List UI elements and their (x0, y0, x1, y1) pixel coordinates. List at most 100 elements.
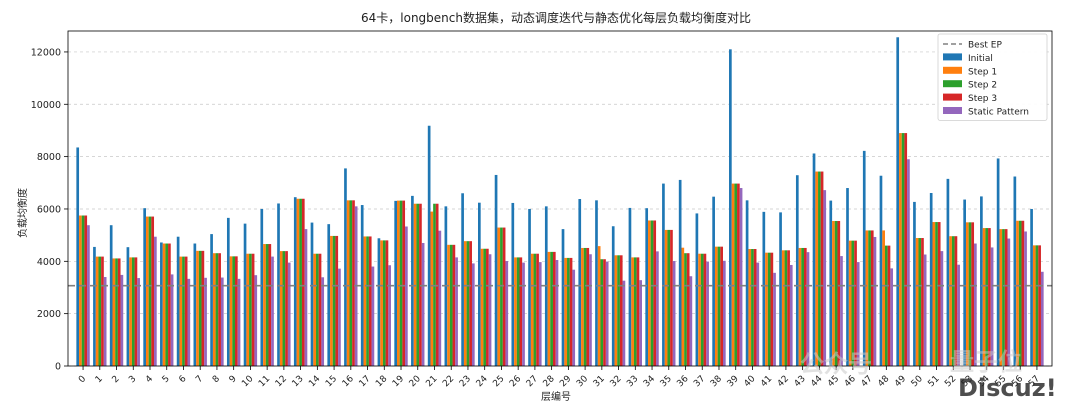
bar-initial (310, 222, 314, 366)
bar-step-3 (753, 249, 757, 366)
bar-static-pattern (572, 269, 576, 366)
bar-initial (829, 200, 833, 366)
x-tick-label: 13 (291, 374, 306, 389)
x-tick-label: 0 (77, 374, 88, 385)
watermark-name: 量子位 (950, 348, 1022, 376)
bar-initial (293, 197, 297, 366)
plot-frame (67, 30, 1053, 367)
bar-initial (628, 207, 632, 366)
bar-static-pattern (723, 260, 726, 366)
bar-initial (846, 188, 849, 366)
bar-step-2 (349, 200, 353, 366)
bar-step-3 (737, 183, 740, 366)
bar-step-2 (165, 243, 169, 366)
bar-initial (695, 213, 699, 366)
bar-step-3 (921, 238, 924, 366)
bar-step-1 (882, 230, 885, 366)
bar-step-1 (681, 247, 685, 366)
x-tick-label: 32 (609, 374, 624, 389)
bar-step-2 (466, 241, 470, 366)
x-tick-label: 22 (441, 374, 456, 389)
bar-step-1 (162, 243, 166, 366)
bar-step-1 (631, 257, 634, 366)
bar-step-3 (301, 198, 305, 366)
bar-step-3 (686, 253, 690, 366)
bar-step-3 (536, 253, 539, 366)
bar-step-1 (815, 171, 819, 366)
bar-static-pattern (806, 252, 810, 366)
bar-step-2 (81, 215, 85, 366)
bar-static-pattern (639, 280, 642, 366)
bar-step-2 (1035, 245, 1039, 366)
y-tick-label: 8000 (37, 152, 61, 163)
bar-static-pattern (555, 260, 559, 366)
x-tick-label: 28 (542, 374, 557, 389)
bar-static-pattern (622, 280, 626, 366)
bar-initial (896, 37, 900, 366)
bar-step-3 (670, 229, 673, 366)
bar-initial (1030, 208, 1033, 366)
bar-step-1 (263, 244, 266, 366)
bar-step-3 (820, 171, 824, 366)
bar-step-2 (148, 216, 152, 366)
x-tick-label: 5 (161, 374, 172, 385)
bar-initial (260, 208, 264, 366)
bar-step-1 (313, 253, 317, 366)
bar-step-3 (937, 222, 941, 366)
x-tick-label: 17 (358, 374, 373, 389)
bar-step-1 (480, 248, 484, 366)
bar-step-3 (151, 216, 155, 366)
bar-step-2 (951, 236, 955, 366)
y-axis-label: 负载均衡度 (16, 188, 29, 238)
bar-initial (427, 125, 431, 367)
bar-step-3 (502, 227, 506, 366)
bar-step-2 (483, 248, 487, 366)
bar-static-pattern (856, 262, 860, 366)
bar-step-2 (516, 257, 520, 366)
bar-step-2 (617, 255, 620, 366)
x-tick-label: 34 (642, 374, 657, 389)
bar-static-pattern (338, 268, 341, 366)
bar-initial (929, 193, 933, 366)
bar-step-1 (212, 253, 216, 366)
bar-step-2 (901, 133, 905, 366)
bar-static-pattern (371, 266, 375, 366)
bar-initial (193, 243, 197, 366)
bar-initial (160, 242, 163, 366)
bar-step-3 (870, 230, 874, 366)
bar-step-3 (402, 200, 406, 366)
legend-label: Step 1 (968, 67, 997, 77)
bar-initial (812, 153, 816, 366)
bar-step-2 (734, 183, 738, 366)
bar-initial (595, 200, 598, 366)
bar-step-3 (1021, 220, 1025, 366)
bar-step-2 (751, 249, 754, 366)
bar-step-2 (382, 240, 386, 367)
bar-static-pattern (990, 247, 994, 366)
bar-static-pattern (890, 268, 894, 366)
bar-step-3 (452, 244, 456, 366)
bar-static-pattern (940, 251, 944, 366)
bar-initial (678, 179, 682, 366)
x-tick-label: 12 (274, 374, 289, 389)
bar-step-2 (1002, 229, 1005, 366)
bar-static-pattern (706, 261, 709, 366)
bar-step-1 (848, 240, 852, 366)
bar-initial (779, 212, 782, 366)
bar-step-3 (803, 247, 807, 366)
x-tick-label: 8 (211, 374, 222, 385)
bar-initial (143, 208, 146, 366)
bar-step-1 (447, 244, 450, 366)
bar-step-1 (229, 256, 233, 366)
bar-initial (528, 208, 531, 366)
bar-step-1 (932, 222, 936, 366)
bar-step-2 (650, 220, 654, 366)
bar-step-2 (131, 257, 135, 366)
bar-step-3 (1038, 245, 1041, 366)
bar-initial (360, 205, 364, 366)
y-tick-label: 12000 (31, 47, 61, 58)
bar-step-3 (235, 256, 238, 366)
bar-static-pattern (405, 226, 408, 366)
bar-step-3 (335, 235, 339, 366)
bar-step-3 (988, 228, 991, 366)
